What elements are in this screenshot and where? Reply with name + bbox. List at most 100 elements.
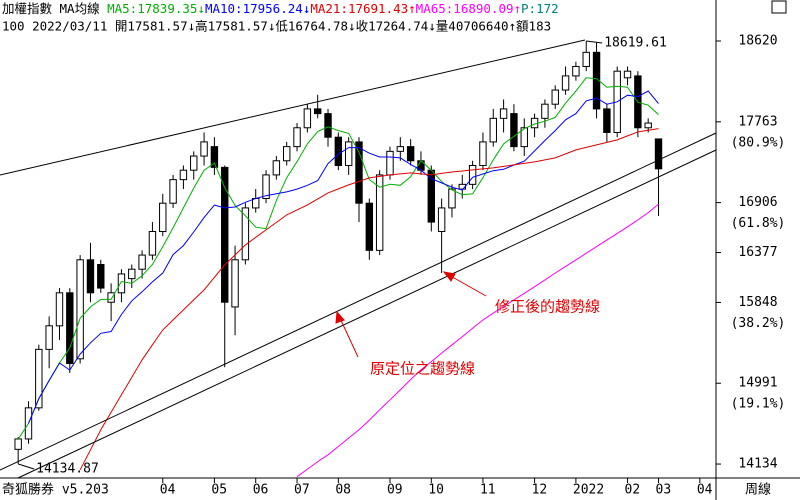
candle-body bbox=[468, 164, 477, 185]
ma-line bbox=[28, 90, 659, 424]
candle-body bbox=[107, 292, 115, 303]
annotation: 原定位之趨勢線 bbox=[370, 360, 475, 378]
candle-body bbox=[396, 146, 405, 152]
candle-body bbox=[355, 141, 363, 204]
candle-body bbox=[510, 113, 518, 148]
header-segment: MA5:17839.35↓ bbox=[107, 1, 205, 16]
footer-right: 周線 bbox=[745, 482, 771, 498]
y-tick-label: 14134 bbox=[738, 457, 777, 472]
candle-body bbox=[541, 103, 549, 119]
candle-body bbox=[55, 292, 64, 327]
y-ratio-label: (61.8%) bbox=[731, 216, 786, 231]
candle-body bbox=[221, 166, 229, 303]
candle-body bbox=[386, 150, 394, 176]
candle-body bbox=[138, 254, 146, 270]
revised-trend-line bbox=[17, 149, 717, 479]
candle-body bbox=[582, 51, 590, 67]
candle-body bbox=[86, 259, 95, 294]
candle-body bbox=[572, 65, 580, 77]
window-icon[interactable] bbox=[771, 0, 787, 14]
candle-body bbox=[272, 160, 281, 176]
candle-body bbox=[148, 230, 157, 256]
y-tick-label: 15848 bbox=[738, 295, 777, 310]
arrow-head bbox=[442, 271, 456, 282]
header-line: 加權指數 MA均線 MA5:17839.35↓MA10:17956.24↓MA2… bbox=[2, 1, 559, 16]
y-tick-label: 14991 bbox=[738, 376, 777, 391]
candle-body bbox=[14, 438, 22, 450]
candle-body bbox=[303, 108, 312, 129]
candle-body bbox=[437, 207, 446, 232]
candle-body bbox=[190, 155, 198, 171]
candle-body bbox=[520, 127, 528, 148]
candle-body bbox=[262, 174, 270, 199]
candle-body bbox=[479, 141, 487, 166]
extreme-pointer bbox=[586, 40, 603, 44]
candle-body bbox=[97, 264, 105, 289]
header-line: 100 2022/03/11 開17581.57↓高17581.57↓低1676… bbox=[2, 19, 551, 34]
candle-body bbox=[76, 259, 84, 360]
x-tick-label: 04 bbox=[697, 483, 713, 498]
x-tick-label: 05 bbox=[211, 483, 227, 498]
ma-line bbox=[79, 128, 659, 471]
x-tick-label: 07 bbox=[294, 483, 310, 498]
candle-body bbox=[313, 108, 322, 115]
candle-body bbox=[489, 117, 497, 143]
candle-body bbox=[654, 138, 663, 170]
header-segment: MA21:17691.43↑ bbox=[310, 1, 415, 16]
x-tick-label: 12 bbox=[532, 483, 548, 498]
candle-body bbox=[169, 179, 177, 204]
x-tick-label: 02 bbox=[625, 483, 641, 498]
header-segment: MA65:16890.09↑ bbox=[416, 1, 521, 16]
x-tick-label: 08 bbox=[335, 483, 351, 498]
candle-body bbox=[499, 108, 508, 119]
plot-area bbox=[14, 41, 663, 478]
candle-body bbox=[179, 169, 188, 181]
annotation: 修正後的趨勢線 bbox=[495, 298, 600, 316]
arrow bbox=[338, 315, 359, 358]
extreme-pointer bbox=[18, 463, 35, 470]
x-tick-label: 11 bbox=[480, 483, 496, 498]
candle-body bbox=[592, 51, 601, 110]
candle-body bbox=[644, 122, 652, 129]
candle-body bbox=[200, 141, 208, 157]
candle-body bbox=[324, 113, 332, 138]
candle-body bbox=[282, 146, 291, 162]
y-tick-label: 17763 bbox=[738, 114, 777, 129]
annotation-arrows bbox=[335, 271, 487, 358]
original-trend-line bbox=[0, 132, 717, 471]
header-segment: MA10:17956.24↓ bbox=[205, 1, 310, 16]
y-tick-label: 16377 bbox=[738, 245, 777, 260]
x-tick-label: 10 bbox=[428, 483, 444, 498]
x-tick-label: 04 bbox=[160, 483, 176, 498]
x-tick-label: 2022 bbox=[573, 483, 604, 498]
candle-body bbox=[117, 273, 126, 294]
candle-body bbox=[241, 207, 250, 261]
candle-body bbox=[66, 292, 74, 365]
upper-trend-line bbox=[0, 39, 586, 176]
candle-body bbox=[334, 136, 343, 166]
x-tick-label: 06 bbox=[253, 483, 269, 498]
extreme-label: 18619.61 bbox=[604, 36, 667, 51]
candle-body bbox=[252, 197, 260, 209]
header-segment: P:172 bbox=[521, 1, 559, 16]
extreme-label: 14134.87 bbox=[36, 461, 99, 476]
candle-body bbox=[551, 89, 559, 105]
candle-body bbox=[128, 268, 136, 280]
candle-body bbox=[623, 70, 632, 79]
candle-body bbox=[35, 348, 43, 409]
footer-left: 奇狐勝券 v5.203 bbox=[2, 482, 109, 498]
candle-body bbox=[561, 75, 570, 91]
header-segment: 加權指數 MA均線 bbox=[2, 1, 107, 16]
candle-body bbox=[159, 202, 167, 232]
candle-body bbox=[427, 169, 436, 223]
candle-body bbox=[365, 202, 374, 251]
candle-body bbox=[375, 174, 384, 251]
y-tick-label: 18620 bbox=[738, 34, 777, 49]
y-ratio-label: (80.9%) bbox=[731, 135, 786, 150]
candle-body bbox=[406, 146, 415, 162]
candle-body bbox=[231, 259, 239, 308]
candle-body bbox=[603, 108, 611, 133]
ma-line bbox=[296, 203, 659, 478]
